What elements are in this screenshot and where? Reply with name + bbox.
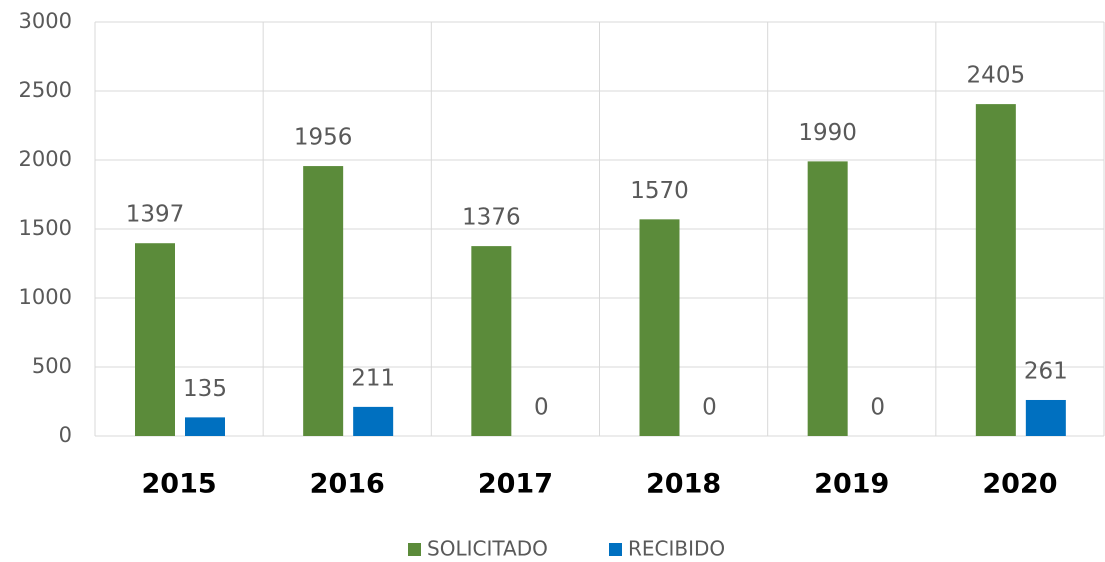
bar	[353, 406, 394, 436]
data-label: 261	[1024, 358, 1068, 384]
bar	[185, 417, 225, 436]
x-tick-label: 2019	[814, 469, 889, 500]
bar	[471, 246, 512, 436]
data-label: 1397	[126, 202, 185, 228]
bar	[303, 166, 344, 436]
y-tick-label: 1000	[19, 285, 72, 309]
bar	[135, 243, 175, 436]
x-tick-label: 2016	[310, 469, 385, 500]
legend-label: SOLICITADO	[427, 537, 548, 561]
x-tick-label: 2017	[478, 469, 553, 500]
y-tick-label: 2500	[19, 78, 72, 102]
x-tick-label: 2015	[142, 469, 217, 500]
data-label: 2405	[967, 63, 1026, 89]
legend-label: RECIBIDO	[628, 537, 725, 561]
data-label: 1376	[462, 205, 521, 231]
data-label: 1956	[294, 125, 353, 151]
bar	[639, 219, 680, 436]
data-label: 0	[870, 395, 885, 421]
y-tick-label: 0	[59, 423, 72, 447]
data-label: 211	[351, 365, 395, 391]
data-label: 135	[183, 376, 227, 402]
y-tick-label: 1500	[19, 216, 72, 240]
x-tick-label: 2018	[646, 469, 721, 500]
x-tick-label: 2020	[982, 469, 1057, 500]
data-label: 0	[702, 395, 717, 421]
legend-swatch	[609, 543, 622, 556]
y-tick-label: 3000	[19, 9, 72, 33]
y-tick-label: 500	[32, 354, 72, 378]
data-label: 0	[534, 395, 549, 421]
bar	[975, 104, 1016, 437]
y-tick-label: 2000	[19, 147, 72, 171]
data-label: 1990	[798, 120, 857, 146]
bar	[807, 161, 848, 436]
bar	[1025, 399, 1066, 436]
data-label: 1570	[630, 178, 689, 204]
legend-swatch	[408, 543, 421, 556]
